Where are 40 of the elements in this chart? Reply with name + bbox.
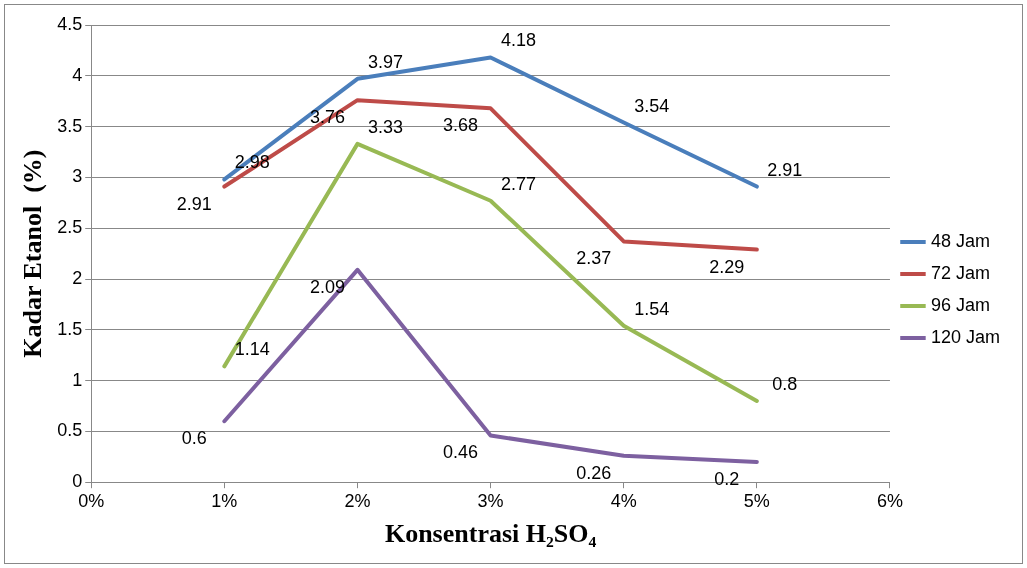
data-label: 2.37 (576, 248, 612, 269)
legend-label: 120 Jam (930, 326, 1001, 347)
data-label: 2.77 (501, 173, 537, 194)
x-tick-label: 5% (743, 490, 770, 511)
y-tick-label: 4.5 (57, 13, 83, 34)
data-label: 1.54 (634, 298, 670, 319)
y-axis-title: Kadar Etanol (%) (18, 149, 48, 358)
y-tick-label: 0.5 (57, 420, 83, 441)
y-tick-label: 0 (72, 471, 83, 492)
data-label: 0.8 (772, 373, 798, 394)
legend-label: 48 Jam (930, 230, 990, 251)
data-label: 0.6 (181, 428, 207, 449)
data-label: 2.29 (709, 256, 745, 277)
data-label: 1.14 (234, 339, 270, 360)
x-axis-title: Konsentrasi H₂SO₄ (384, 519, 597, 549)
y-tick-label: 3.5 (57, 115, 83, 136)
y-tick-label: 2.5 (57, 217, 83, 238)
data-label: 0.2 (714, 468, 740, 489)
data-label: 3.68 (443, 115, 479, 136)
x-tick-label: 1% (211, 490, 238, 511)
data-label: 3.97 (367, 51, 403, 72)
data-label: 3.54 (634, 95, 670, 116)
y-tick-label: 4 (72, 64, 83, 85)
y-tick-label: 3 (72, 166, 83, 187)
x-tick-label: 6% (876, 490, 903, 511)
legend-label: 72 Jam (930, 262, 990, 283)
y-tick-label: 1.5 (57, 318, 83, 339)
x-tick-label: 3% (477, 490, 504, 511)
data-label: 2.91 (176, 193, 212, 214)
y-tick-label: 2 (72, 267, 83, 288)
x-tick-label: 2% (344, 490, 371, 511)
data-label: 0.26 (576, 462, 612, 483)
data-label: 2.91 (767, 159, 803, 180)
data-label: 3.33 (367, 116, 403, 137)
x-tick-label: 4% (610, 490, 637, 511)
data-label: 0.46 (443, 442, 479, 463)
data-label: 4.18 (501, 30, 537, 51)
y-tick-label: 1 (72, 369, 83, 390)
x-tick-label: 0% (78, 490, 105, 511)
legend-label: 96 Jam (930, 294, 990, 315)
